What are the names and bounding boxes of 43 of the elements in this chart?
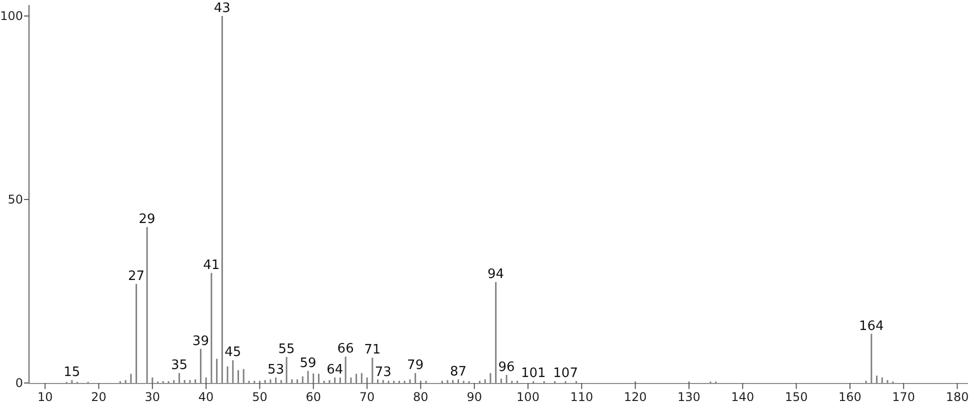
x-tick-label: 120 bbox=[624, 390, 647, 404]
x-tick-label: 10 bbox=[37, 390, 53, 404]
x-tick-label: 170 bbox=[892, 390, 916, 404]
annotation: 41 bbox=[203, 258, 220, 273]
annotation: 15 bbox=[64, 365, 80, 380]
annotation: 55 bbox=[278, 342, 295, 357]
x-tick-label: 30 bbox=[144, 390, 160, 404]
annotation: 96 bbox=[498, 360, 515, 375]
x-tick-label: 160 bbox=[838, 390, 862, 404]
x-tick-label: 20 bbox=[91, 390, 106, 404]
x-tick-label: 150 bbox=[784, 390, 808, 404]
x-tick-label: 140 bbox=[731, 390, 754, 404]
annotation: 43 bbox=[214, 1, 230, 16]
annotation: 87 bbox=[450, 364, 467, 380]
annotation: 73 bbox=[374, 365, 392, 380]
annotation: 71 bbox=[364, 342, 381, 358]
x-tick-label: 50 bbox=[252, 390, 268, 404]
x-tick-label: 180 bbox=[946, 390, 969, 404]
x-tick-label: 100 bbox=[516, 390, 540, 404]
x-tick-label: 70 bbox=[359, 390, 375, 404]
x-tick-label: 60 bbox=[306, 390, 322, 404]
y-tick-label: 50 bbox=[8, 192, 23, 207]
annotation: 79 bbox=[407, 358, 424, 374]
y-tick-label: 100 bbox=[0, 9, 23, 24]
annotation: 164 bbox=[859, 318, 884, 334]
annotation: 27 bbox=[128, 268, 145, 284]
x-tick-label: 90 bbox=[466, 390, 482, 404]
x-tick-label: 40 bbox=[198, 390, 214, 404]
x-tick-label: 80 bbox=[413, 390, 428, 404]
annotation: 35 bbox=[170, 358, 188, 374]
annotation: 101 bbox=[520, 366, 546, 382]
annotation: 107 bbox=[553, 366, 578, 382]
y-tick-label: 0 bbox=[15, 376, 23, 390]
annotation: 45 bbox=[224, 345, 242, 360]
x-tick-label: 130 bbox=[678, 390, 700, 404]
annotation: 59 bbox=[300, 356, 316, 371]
x-tick-label: 110 bbox=[570, 390, 594, 404]
annotation: 53 bbox=[268, 362, 284, 378]
annotation: 66 bbox=[337, 342, 354, 357]
annotation: 94 bbox=[488, 267, 504, 282]
annotation: 29 bbox=[138, 212, 156, 228]
annotation: 39 bbox=[192, 334, 209, 349]
annotation: 64 bbox=[326, 362, 344, 378]
